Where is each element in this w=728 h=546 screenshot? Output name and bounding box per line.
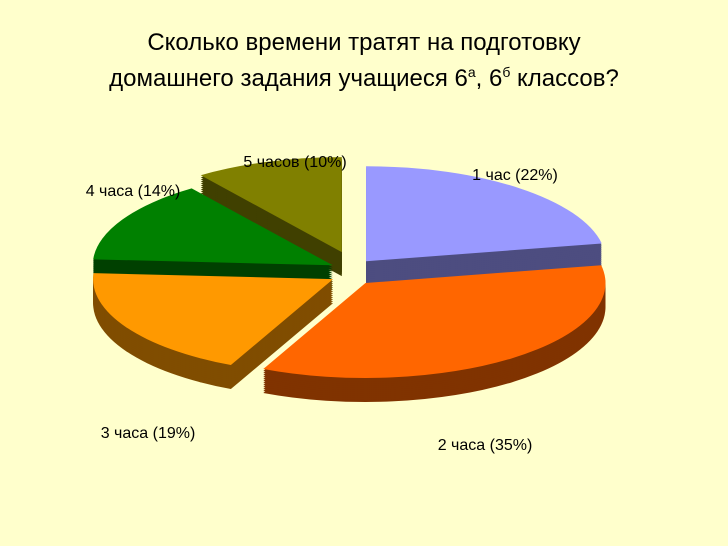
slice <box>200 157 342 253</box>
slice <box>366 166 602 262</box>
slice <box>93 273 334 366</box>
title-sup: а <box>468 64 476 80</box>
data-label: 5 часов (10%) <box>243 154 346 171</box>
title-part: классов? <box>510 65 619 92</box>
chart-title: домашнего задания учащиеся 6а, 6б классо… <box>109 64 619 92</box>
data-label: 3 часа (19%) <box>101 425 196 442</box>
title-part: домашнего задания учащиеся 6 <box>109 65 468 92</box>
data-label: 2 часа (35%) <box>438 437 533 454</box>
pie <box>93 157 606 403</box>
title-sup: б <box>502 64 510 80</box>
chart-title: Сколько времени тратят на подготовку <box>147 29 580 56</box>
data-label: 1 час (22%) <box>472 167 558 184</box>
slice <box>93 188 333 266</box>
slice <box>263 265 606 379</box>
title-part: , 6 <box>476 65 503 92</box>
data-label: 4 часа (14%) <box>86 183 181 200</box>
title-line: Сколько времени тратят на подготовку <box>147 29 580 56</box>
